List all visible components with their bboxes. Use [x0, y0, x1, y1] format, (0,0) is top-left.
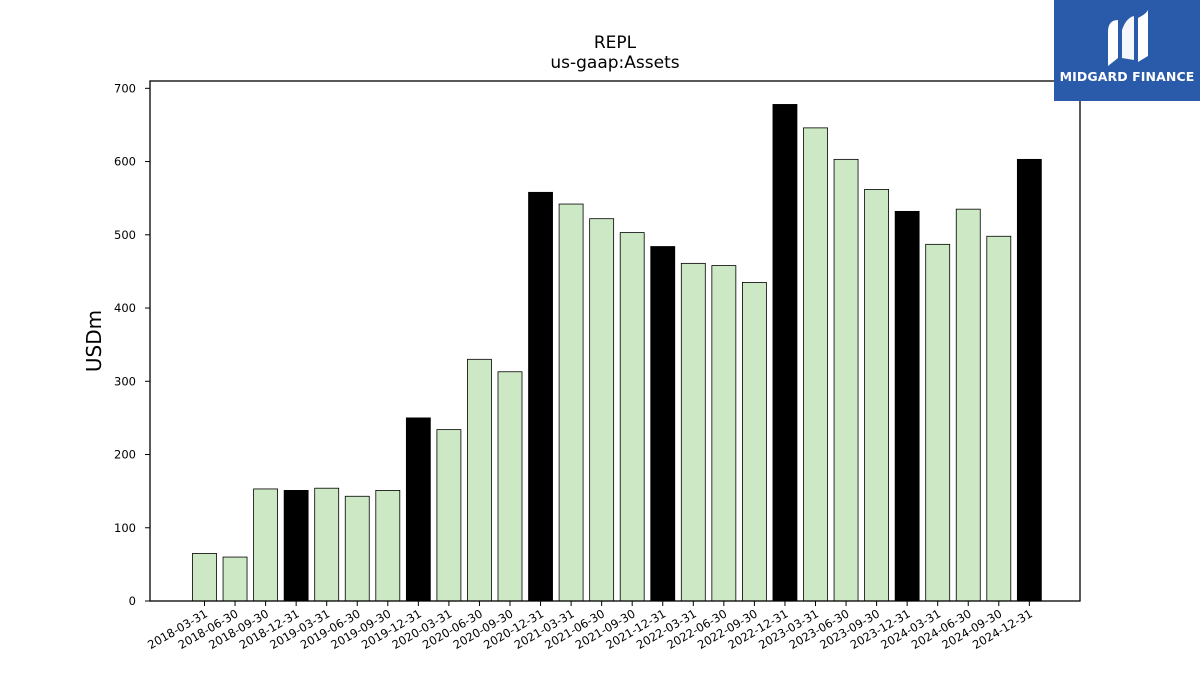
y-tick-label: 0 — [129, 594, 136, 608]
bar-2021-06-30 — [589, 218, 615, 602]
bar-2022-06-30 — [711, 265, 737, 602]
chart-title: REPL — [594, 33, 637, 53]
bar-2020-06-30 — [467, 358, 492, 602]
bar-2018-06-30 — [222, 556, 248, 602]
bar-2022-03-31 — [680, 262, 706, 602]
bar-2024-06-30 — [955, 208, 981, 602]
bar-2021-03-31 — [558, 203, 584, 602]
y-tick-label: 300 — [114, 374, 136, 388]
bar-2022-12-31 — [772, 104, 798, 602]
bar-2020-12-31 — [528, 191, 553, 602]
chart-subtitle: us-gaap:Assets — [550, 53, 679, 73]
bar-2019-03-31 — [314, 487, 340, 602]
bar-2024-09-30 — [986, 235, 1012, 602]
bar-2023-09-30 — [864, 188, 889, 602]
bar-2018-09-30 — [253, 488, 279, 602]
midgard-logo-icon — [1108, 10, 1148, 66]
bar-2024-12-31 — [1016, 158, 1042, 602]
bar-2019-12-31 — [405, 417, 431, 602]
bar-2023-06-30 — [833, 158, 859, 602]
bar-2021-12-31 — [650, 246, 676, 602]
bar-2018-03-31 — [192, 552, 217, 602]
y-tick-label: 600 — [114, 155, 136, 169]
brand-name: MIDGARD FINANCE — [1059, 69, 1195, 84]
y-tick-label: 500 — [114, 228, 136, 242]
bar-2018-12-31 — [283, 490, 309, 602]
bar-2021-09-30 — [619, 232, 645, 602]
bar-2019-09-30 — [375, 490, 401, 602]
y-tick-label: 400 — [114, 301, 136, 315]
y-axis-ticks: 0 100 200 300 400 500 600 700 — [114, 81, 150, 608]
y-axis-label: USDm — [82, 310, 106, 372]
bar-2019-06-30 — [344, 495, 370, 602]
y-tick-label: 700 — [114, 81, 136, 95]
bars-group — [192, 104, 1042, 602]
y-tick-label: 100 — [114, 521, 136, 535]
brand-logo: MIDGARD FINANCE — [1054, 0, 1200, 101]
x-axis-ticks: 2018-03-312018-06-302018-09-302018-12-31… — [145, 601, 1035, 652]
bar-2023-03-31 — [803, 127, 828, 602]
plot-frame — [149, 80, 1081, 602]
bar-2022-09-30 — [742, 282, 767, 602]
bar-2020-09-30 — [497, 371, 523, 602]
bar-2020-03-31 — [436, 429, 462, 602]
bar-2023-12-31 — [894, 210, 920, 602]
bar-2024-03-31 — [925, 243, 951, 602]
y-tick-label: 200 — [114, 448, 136, 462]
